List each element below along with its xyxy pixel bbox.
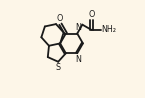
Text: O: O xyxy=(88,10,94,19)
Text: N: N xyxy=(75,23,81,32)
Text: NH₂: NH₂ xyxy=(102,25,117,34)
Text: S: S xyxy=(56,63,61,72)
Text: O: O xyxy=(56,14,62,23)
Text: N: N xyxy=(75,55,81,64)
